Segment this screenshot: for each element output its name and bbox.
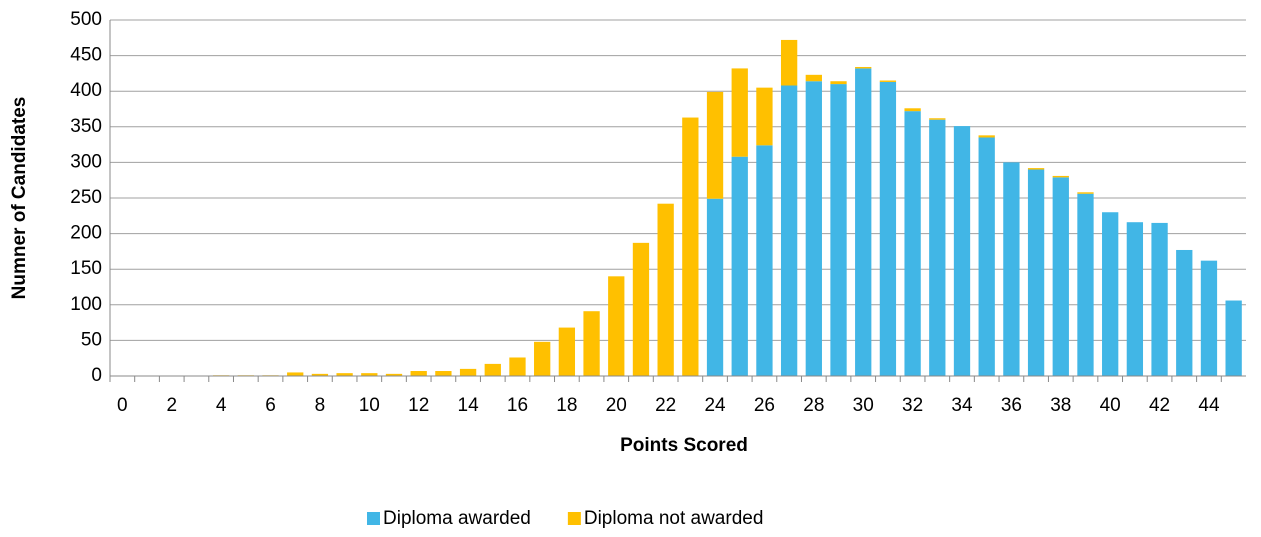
bar xyxy=(731,156,748,376)
bar xyxy=(780,39,798,86)
bar xyxy=(632,242,650,376)
y-tick-label: 500 xyxy=(70,9,102,30)
bar xyxy=(1052,175,1069,178)
x-tick-label: 26 xyxy=(754,395,775,416)
y-axis-label: Numner of Candidates xyxy=(9,97,30,300)
bar xyxy=(459,368,477,376)
bar xyxy=(1077,192,1094,194)
bar xyxy=(756,87,773,146)
bar xyxy=(410,371,427,376)
bar xyxy=(805,81,822,377)
x-tick-label: 8 xyxy=(315,395,326,416)
x-tick-label: 18 xyxy=(556,395,577,416)
bar xyxy=(435,371,452,376)
bar xyxy=(731,68,748,157)
y-tick-label: 200 xyxy=(70,223,102,244)
x-tick-label: 30 xyxy=(853,395,874,416)
bar xyxy=(1027,168,1045,170)
bar xyxy=(657,203,674,376)
bar xyxy=(855,66,872,69)
legend-swatch xyxy=(567,512,581,525)
bar xyxy=(904,111,921,377)
bar xyxy=(706,198,724,376)
y-tick-label: 150 xyxy=(70,258,102,279)
bar xyxy=(756,145,773,376)
bar xyxy=(855,68,872,376)
x-tick-label: 36 xyxy=(1001,395,1022,416)
legend-swatch xyxy=(367,512,380,525)
bar xyxy=(904,108,921,112)
bar xyxy=(805,74,822,82)
bar xyxy=(1225,300,1242,376)
bar xyxy=(558,327,576,376)
bar xyxy=(1200,260,1218,376)
bar xyxy=(1102,212,1119,376)
bar xyxy=(706,91,724,199)
x-tick-label: 16 xyxy=(507,395,528,416)
y-tick-label: 100 xyxy=(70,294,102,315)
x-tick-label: 14 xyxy=(458,395,480,416)
x-tick-label: 12 xyxy=(408,395,429,416)
bar xyxy=(879,81,897,376)
x-tick-label: 38 xyxy=(1050,395,1071,416)
bar xyxy=(978,137,995,376)
legend-label: Diploma awarded xyxy=(383,508,531,529)
x-tick-label: 0 xyxy=(117,395,128,416)
bar xyxy=(1003,162,1020,376)
bar xyxy=(287,372,304,376)
y-tick-label: 50 xyxy=(81,329,102,350)
bar xyxy=(1077,193,1094,376)
x-tick-label: 42 xyxy=(1149,395,1170,416)
bar xyxy=(929,119,946,377)
x-tick-label: 40 xyxy=(1100,395,1121,416)
bar xyxy=(583,311,600,376)
bar xyxy=(385,373,403,376)
x-tick-label: 4 xyxy=(216,395,227,416)
bar xyxy=(978,135,995,138)
bar xyxy=(336,373,353,376)
bar xyxy=(1151,222,1168,376)
x-tick-label: 44 xyxy=(1198,395,1220,416)
bar xyxy=(682,117,699,376)
x-tick-label: 20 xyxy=(606,395,627,416)
bar xyxy=(534,341,551,376)
bar xyxy=(1126,222,1144,376)
x-axis-label: Points Scored xyxy=(620,435,748,456)
bar xyxy=(830,84,847,376)
x-tick-label: 22 xyxy=(655,395,676,416)
bar xyxy=(879,80,897,82)
x-tick-label: 2 xyxy=(166,395,177,416)
y-tick-label: 350 xyxy=(70,116,102,137)
y-tick-label: 400 xyxy=(70,80,102,101)
bar xyxy=(929,118,946,120)
bar xyxy=(484,363,501,376)
x-tick-label: 24 xyxy=(704,395,726,416)
y-tick-label: 0 xyxy=(91,365,102,386)
bar xyxy=(608,276,625,376)
bar xyxy=(1027,169,1045,376)
bar xyxy=(509,357,526,376)
bar xyxy=(830,81,847,85)
y-tick-label: 250 xyxy=(70,187,102,208)
bar xyxy=(780,85,798,376)
bar xyxy=(953,126,971,376)
x-tick-label: 6 xyxy=(265,395,276,416)
bar xyxy=(311,373,329,376)
bar xyxy=(361,373,378,376)
x-tick-label: 28 xyxy=(803,395,824,416)
x-tick-label: 34 xyxy=(951,395,973,416)
bar xyxy=(1176,249,1193,376)
y-tick-label: 300 xyxy=(70,151,102,172)
x-tick-label: 32 xyxy=(902,395,923,416)
y-tick-label: 450 xyxy=(70,45,102,66)
bar xyxy=(1052,177,1069,376)
legend-label: Diploma not awarded xyxy=(584,508,764,529)
x-tick-label: 10 xyxy=(359,395,380,416)
